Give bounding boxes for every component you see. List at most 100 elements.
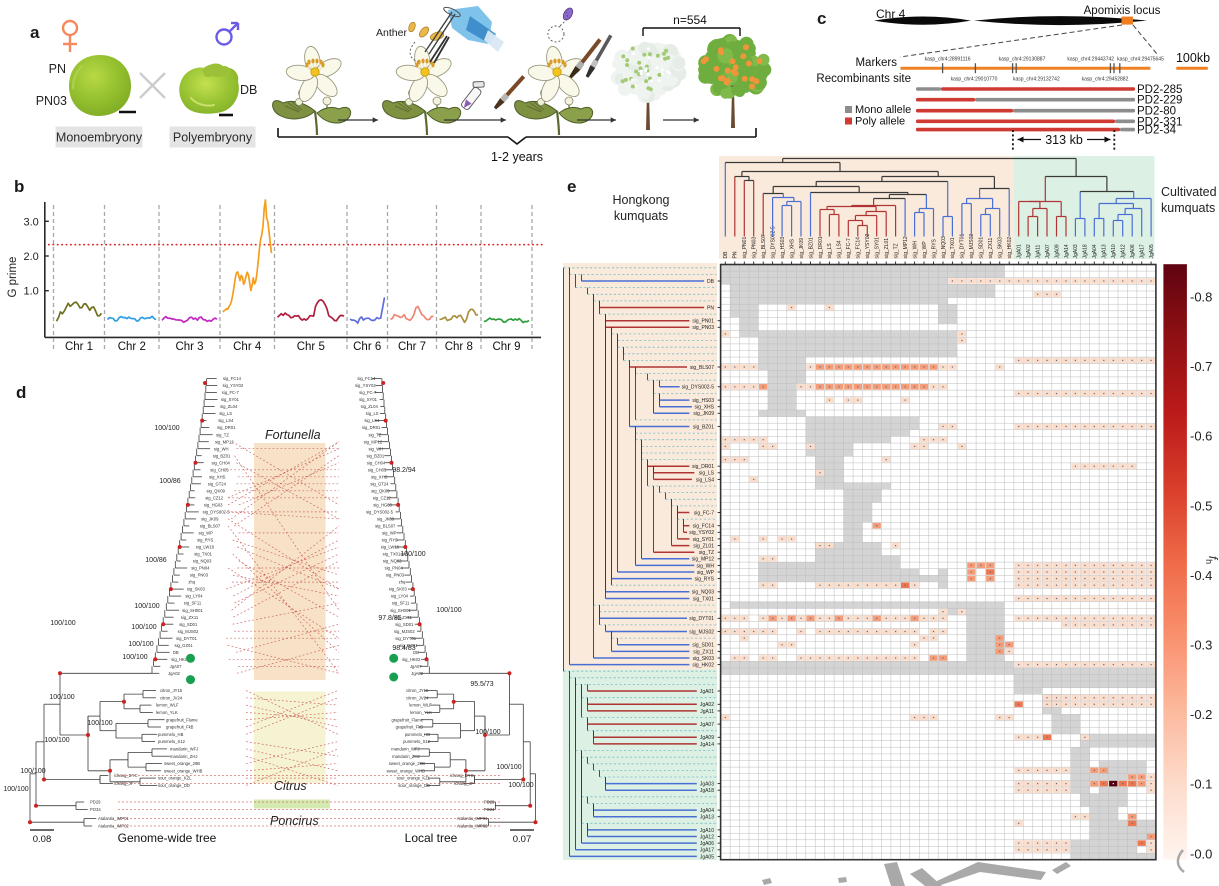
svg-text:d: d xyxy=(16,383,26,402)
svg-text:sig_FC14: sig_FC14 xyxy=(693,524,715,530)
svg-text:Recombinants site: Recombinants site xyxy=(816,73,911,85)
svg-text:sig_SH001: sig_SH001 xyxy=(390,608,411,613)
svg-text:sig_BZ01: sig_BZ01 xyxy=(213,453,231,458)
svg-text:sig_FC-7: sig_FC-7 xyxy=(359,390,377,395)
svg-text:sig_DYS002-5: sig_DYS002-5 xyxy=(366,510,394,515)
svg-text:sour_orange_KZL: sour_orange_KZL xyxy=(397,776,431,781)
svg-text:sig_YSY02: sig_YSY02 xyxy=(865,234,871,259)
svg-text:sig_MP12: sig_MP12 xyxy=(215,439,234,444)
svg-text:sig_FC14: sig_FC14 xyxy=(223,376,242,381)
svg-text:zhq: zhq xyxy=(399,580,406,585)
svg-text:sig_MJS02: sig_MJS02 xyxy=(969,234,975,259)
svg-text:100/100: 100/100 xyxy=(20,768,45,775)
svg-text:lemon_WLF: lemon_WLF xyxy=(409,703,432,708)
svg-text:sig_TZ: sig_TZ xyxy=(216,432,229,437)
svg-text:JgA14: JgA14 xyxy=(1064,244,1070,258)
svg-text:sig_LW18: sig_LW18 xyxy=(196,545,215,550)
svg-text:sig_SF11: sig_SF11 xyxy=(392,601,410,606)
svg-text:JgA14: JgA14 xyxy=(700,742,714,748)
svg-text:sig_NQ03: sig_NQ03 xyxy=(383,559,402,564)
svg-text:Chr 6: Chr 6 xyxy=(353,341,381,353)
svg-text:JgA07: JgA07 xyxy=(1045,244,1051,258)
svg-text:98.4/83: 98.4/83 xyxy=(392,645,415,652)
svg-text:JgA10: JgA10 xyxy=(700,828,714,834)
svg-text:100/100: 100/100 xyxy=(49,694,74,701)
svg-text:pummelo_HB: pummelo_HB xyxy=(158,732,184,737)
svg-text:JgA09: JgA09 xyxy=(1054,244,1060,258)
svg-text:sig_LS: sig_LS xyxy=(699,471,715,477)
svg-text:sig_TZ: sig_TZ xyxy=(699,550,714,556)
svg-text:JgA11: JgA11 xyxy=(700,709,714,715)
svg-text:sig_DYT01: sig_DYT01 xyxy=(395,636,416,641)
svg-text:-0.2: -0.2 xyxy=(1190,707,1212,722)
svg-text:2.0: 2.0 xyxy=(24,251,39,263)
svg-text:sig_ZL01: sig_ZL01 xyxy=(884,238,890,259)
svg-text:sig_ZX11: sig_ZX11 xyxy=(693,649,714,655)
svg-text:mandarin_WFJ: mandarin_WFJ xyxy=(170,747,198,752)
svg-text:a: a xyxy=(30,23,40,42)
svg-text:-0.1: -0.1 xyxy=(1190,777,1212,792)
svg-text:Chr 2: Chr 2 xyxy=(118,341,146,353)
svg-text:sig_HK02: sig_HK02 xyxy=(171,657,190,662)
svg-text:100/100: 100/100 xyxy=(154,425,179,432)
svg-text:sig_SD01: sig_SD01 xyxy=(179,622,198,627)
svg-text:sig_CH04: sig_CH04 xyxy=(367,460,386,465)
svg-text:sig_CZ12: sig_CZ12 xyxy=(205,495,224,500)
svg-text:sig_DYS002-5: sig_DYS002-5 xyxy=(203,510,231,515)
svg-text:sig_SK03: sig_SK03 xyxy=(693,656,715,662)
svg-text:JgA05: JgA05 xyxy=(700,854,714,860)
svg-text:PD2-331: PD2-331 xyxy=(1137,116,1182,128)
svg-text:lemon_YLK: lemon_YLK xyxy=(156,710,178,715)
svg-text:Chr 1: Chr 1 xyxy=(65,341,93,353)
svg-text:0.08: 0.08 xyxy=(33,834,52,845)
svg-text:sig_WP: sig_WP xyxy=(199,531,214,536)
svg-text:mandarin_ZHJ: mandarin_ZHJ xyxy=(170,754,197,759)
svg-text:sig_FC-7: sig_FC-7 xyxy=(846,238,852,259)
svg-text:sig_SH001: sig_SH001 xyxy=(182,608,203,613)
svg-text:sig_LS: sig_LS xyxy=(366,411,379,416)
svg-text:100/100: 100/100 xyxy=(3,786,28,793)
svg-text:sig_SK03: sig_SK03 xyxy=(998,237,1004,259)
svg-text:sig_SF11: sig_SF11 xyxy=(184,601,202,606)
svg-text:JgA02: JgA02 xyxy=(700,702,714,708)
svg-text:Chr 3: Chr 3 xyxy=(175,341,203,353)
svg-text:100kb: 100kb xyxy=(1176,51,1210,65)
svg-text:grapefruit_FkB: grapefruit_FkB xyxy=(166,725,194,730)
svg-text:sig_PN03: sig_PN03 xyxy=(386,573,405,578)
svg-text:sig_BLS07: sig_BLS07 xyxy=(375,524,396,529)
svg-text:sig_CH05: sig_CH05 xyxy=(210,467,229,472)
svg-text:PN: PN xyxy=(733,251,739,258)
svg-text:100/100: 100/100 xyxy=(134,603,159,610)
svg-text:100/100: 100/100 xyxy=(131,624,156,631)
svg-text:citron_JV24: citron_JV24 xyxy=(406,695,429,700)
svg-text:sig_FC14: sig_FC14 xyxy=(357,376,376,381)
svg-text:sig_FC-7: sig_FC-7 xyxy=(694,510,715,516)
svg-text:PD2-285: PD2-285 xyxy=(1137,84,1182,96)
svg-text:-0.7: -0.7 xyxy=(1190,359,1212,374)
svg-text:sour_orange_KZL: sour_orange_KZL xyxy=(158,776,192,781)
svg-text:grapefruit_FkB: grapefruit_FkB xyxy=(396,725,424,730)
svg-text:sour_orange_DD: sour_orange_DD xyxy=(398,783,430,788)
svg-text:-0.6: -0.6 xyxy=(1190,429,1212,444)
svg-text:sig_MP12: sig_MP12 xyxy=(692,557,714,563)
svg-text:sig_WH: sig_WH xyxy=(696,563,714,569)
svg-text:-0.0: -0.0 xyxy=(1190,846,1212,861)
svg-text:pummelo_S12: pummelo_S12 xyxy=(158,739,186,744)
svg-text:sig_YSY02: sig_YSY02 xyxy=(689,530,714,536)
svg-text:Chr 5: Chr 5 xyxy=(297,341,325,353)
svg-text:sig_DYS002-5: sig_DYS002-5 xyxy=(682,385,714,391)
svg-text:sig_ZL01: sig_ZL01 xyxy=(693,544,714,550)
svg-text:sig_NQ03: sig_NQ03 xyxy=(692,590,714,596)
svg-text:sig_BLS07: sig_BLS07 xyxy=(200,524,221,529)
svg-text:JgA04: JgA04 xyxy=(700,808,714,814)
svg-text:313 kb: 313 kb xyxy=(1045,133,1083,147)
svg-text:sig_SY01: sig_SY01 xyxy=(693,537,715,543)
svg-text:sig_ZL04: sig_ZL04 xyxy=(361,404,379,409)
svg-text:sig_LS: sig_LS xyxy=(219,411,232,416)
svg-text:Poly allele: Poly allele xyxy=(855,116,905,128)
svg-text:DB: DB xyxy=(413,650,419,655)
svg-text:sig_QK09: sig_QK09 xyxy=(207,488,226,493)
svg-text:sig_GZ01: sig_GZ01 xyxy=(399,643,418,648)
svg-text:100/100: 100/100 xyxy=(87,720,112,727)
svg-text:DB: DB xyxy=(723,251,729,259)
